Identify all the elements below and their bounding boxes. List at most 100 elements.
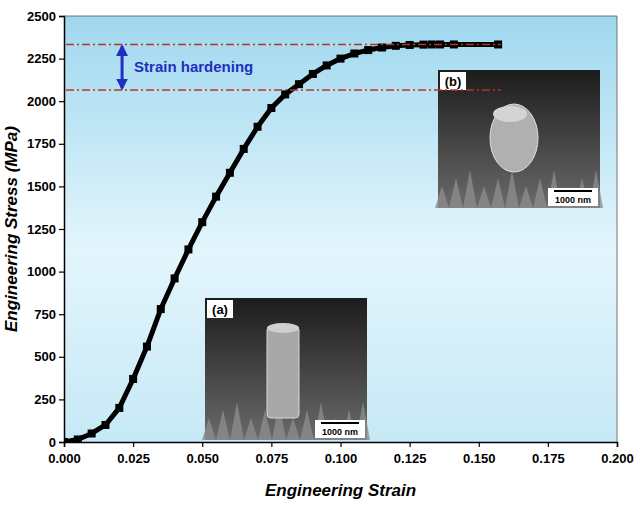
marker <box>171 274 179 282</box>
marker <box>198 218 206 226</box>
tick-label: 0.100 <box>325 451 358 466</box>
marker <box>309 70 317 78</box>
inset-texture <box>300 410 314 440</box>
marker <box>254 123 262 131</box>
tick-mark <box>59 101 64 102</box>
marker <box>143 343 151 351</box>
inset-label: (b) <box>445 74 462 89</box>
inset-texture <box>216 410 230 440</box>
inset-texture <box>286 418 300 440</box>
marker <box>101 421 109 429</box>
inset-label-background <box>207 300 233 318</box>
tick-label: 0.175 <box>532 451 565 466</box>
inset-texture <box>435 186 449 208</box>
insets: (a) 1000 nm (b) 1000 nm <box>202 70 603 440</box>
x-tick: 0.075 <box>256 442 289 466</box>
tick-label: 0.025 <box>117 451 150 466</box>
tick-label: 2500 <box>27 9 56 24</box>
axis-line <box>59 17 65 443</box>
tick-label: 1750 <box>27 136 56 151</box>
x-axis-title: Engineering Strain <box>265 481 416 500</box>
tick-mark <box>202 442 203 447</box>
tick-label: 0.075 <box>256 451 289 466</box>
scale-bar <box>554 190 592 192</box>
y-tick: 1750 <box>27 136 64 151</box>
marker <box>392 42 400 50</box>
inset-pillar <box>267 326 299 418</box>
tick-label: 0.125 <box>394 451 427 466</box>
marker <box>184 245 192 253</box>
y-tick: 1250 <box>27 222 64 237</box>
marker <box>88 429 96 437</box>
axis-line <box>65 443 618 448</box>
x-tick: 0.100 <box>325 442 358 466</box>
marker <box>364 46 372 54</box>
y-axis: 0 250 500 750 1000 1250 1500 1750 2000 2250 2500 <box>27 9 64 450</box>
inset-texture <box>505 170 519 208</box>
inset-texture <box>477 186 491 208</box>
scale-bar-label: 1000 nm <box>555 195 591 205</box>
annotation: Strain hardening <box>66 44 501 90</box>
scale-bar-label: 1000 nm <box>322 427 358 437</box>
inset-label: (a) <box>212 302 228 317</box>
marker <box>295 80 303 88</box>
y-tick: 1500 <box>27 179 64 194</box>
tick-label: 2000 <box>27 94 56 109</box>
tick-mark <box>410 442 411 447</box>
inset-label-background <box>440 72 466 90</box>
tick-label: 0.050 <box>186 451 219 466</box>
curve <box>64 44 498 442</box>
scale-bar-background <box>315 420 365 438</box>
tick-mark <box>617 442 618 447</box>
tick-label: 750 <box>34 307 56 322</box>
tick-label: 0 <box>49 435 56 450</box>
tick-label: 0.000 <box>48 451 81 466</box>
marker <box>337 55 345 63</box>
y-tick: 500 <box>34 349 64 364</box>
inset-pillar-top <box>267 323 299 333</box>
tick-mark <box>59 442 64 443</box>
tick-label: 0.150 <box>463 451 496 466</box>
tick-label: 1250 <box>27 222 56 237</box>
tick-mark <box>59 186 64 187</box>
plot: 0.000 0.025 0.050 0.075 0.100 0.125 0.150 0.175… <box>27 9 634 466</box>
y-tick: 750 <box>34 307 64 322</box>
reference-line <box>66 89 501 91</box>
inset-image <box>205 298 367 440</box>
tick-label: 1500 <box>27 179 56 194</box>
marker <box>115 404 123 412</box>
x-tick: 0.125 <box>394 442 427 466</box>
marker <box>267 104 275 112</box>
y-tick: 0 <box>49 435 64 450</box>
inset-texture <box>491 178 505 208</box>
data-layer <box>64 40 502 442</box>
inset-texture <box>519 186 533 208</box>
tick-label: 2250 <box>27 51 56 66</box>
inset-texture <box>244 418 258 440</box>
frame <box>617 16 618 442</box>
inset-texture <box>230 402 244 440</box>
tick-mark <box>479 442 480 447</box>
marker <box>157 305 165 313</box>
marker <box>323 61 331 69</box>
tick-mark <box>271 442 272 447</box>
inset-pillar <box>490 104 538 172</box>
y-tick: 250 <box>34 392 64 407</box>
x-axis: 0.000 0.025 0.050 0.075 0.100 0.125 0.150 0.175… <box>48 442 634 466</box>
y-tick: 1000 <box>27 264 64 279</box>
scale-bar-background <box>548 188 598 206</box>
inset-texture <box>463 170 477 208</box>
inset: (a) 1000 nm <box>202 298 370 440</box>
inset: (b) 1000 nm <box>435 70 603 208</box>
inset-texture <box>449 178 463 208</box>
tick-mark <box>59 58 64 59</box>
marker <box>64 438 68 442</box>
tick-mark <box>340 442 341 447</box>
y-tick: 2250 <box>27 51 64 66</box>
y-tick: 2000 <box>27 94 64 109</box>
tick-mark <box>59 229 64 230</box>
chart: 0.000 0.025 0.050 0.075 0.100 0.125 0.150 0.175… <box>0 0 643 506</box>
x-tick: 0.050 <box>186 442 219 466</box>
arrow <box>121 46 124 88</box>
tick-mark <box>133 442 134 447</box>
